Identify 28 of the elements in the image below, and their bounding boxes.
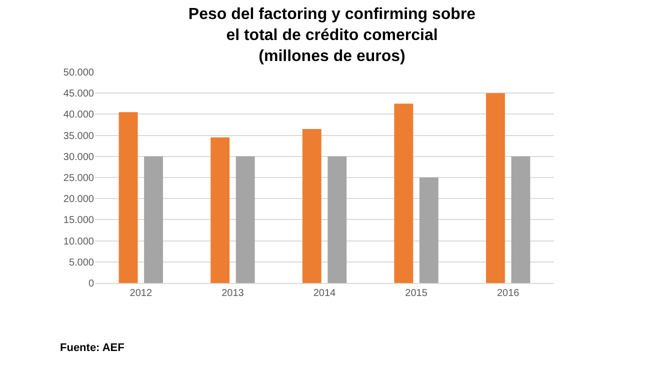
- source-note: Fuente: AEF: [60, 342, 125, 354]
- y-tick-label: 40.000: [63, 110, 94, 121]
- x-tick-label: 2014: [313, 288, 336, 299]
- y-tick-label: 50.000: [63, 68, 94, 78]
- bar: [486, 93, 505, 283]
- y-tick-label: 15.000: [63, 215, 94, 226]
- y-tick-label: 10.000: [63, 236, 94, 248]
- bar: [419, 178, 438, 283]
- y-tick-label: 5.000: [68, 257, 94, 268]
- bar: [511, 156, 530, 283]
- bar: [236, 156, 255, 283]
- bar: [328, 156, 347, 283]
- y-tick-label: 35.000: [63, 130, 94, 142]
- x-tick-label: 2016: [496, 288, 520, 299]
- bar: [118, 112, 138, 283]
- chart-title: Peso del factoring y confirming sobre el total de crédito comercial (millones de euros): [188, 6, 476, 65]
- bar: [210, 137, 230, 283]
- x-tick-label: 2015: [405, 288, 428, 299]
- y-tick-label: 45.000: [63, 88, 94, 100]
- y-tick-label: 0: [88, 278, 94, 290]
- bar: [394, 104, 414, 283]
- bar: [302, 128, 322, 283]
- y-tick-label: 20.000: [63, 194, 94, 206]
- x-tick-label: 2012: [130, 288, 152, 299]
- x-tick-label: 2013: [222, 288, 244, 299]
- y-tick-label: 25.000: [63, 173, 94, 184]
- y-tick-label: 30.000: [63, 152, 94, 163]
- bar: [144, 156, 163, 283]
